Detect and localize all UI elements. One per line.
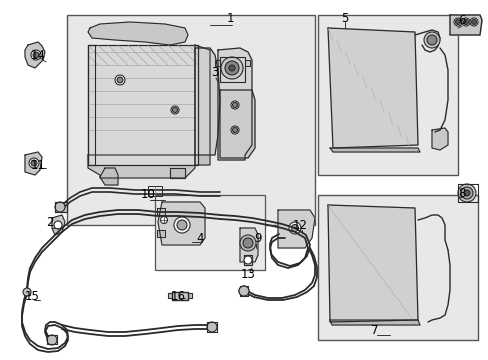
Polygon shape: [157, 230, 164, 237]
Circle shape: [230, 126, 239, 134]
Text: 2: 2: [46, 216, 54, 229]
Circle shape: [454, 19, 460, 24]
Circle shape: [239, 286, 248, 296]
Bar: [317, 195, 477, 340]
Circle shape: [288, 222, 301, 234]
Text: 7: 7: [370, 324, 378, 337]
Circle shape: [206, 322, 217, 332]
Polygon shape: [195, 45, 209, 165]
Polygon shape: [25, 152, 42, 175]
Polygon shape: [329, 320, 419, 325]
Circle shape: [453, 18, 461, 26]
Text: 4: 4: [196, 231, 203, 244]
Polygon shape: [157, 208, 164, 215]
Circle shape: [423, 32, 439, 48]
Circle shape: [177, 220, 186, 230]
Polygon shape: [88, 22, 187, 45]
Polygon shape: [25, 42, 45, 68]
Polygon shape: [55, 202, 67, 212]
Circle shape: [426, 35, 436, 45]
Polygon shape: [278, 210, 314, 248]
Circle shape: [31, 50, 41, 60]
Text: 13: 13: [240, 269, 255, 282]
Circle shape: [240, 235, 256, 251]
Circle shape: [461, 18, 469, 26]
Polygon shape: [172, 292, 187, 300]
Text: 3: 3: [211, 66, 218, 78]
Circle shape: [23, 288, 31, 296]
Polygon shape: [218, 48, 251, 160]
Text: 8: 8: [457, 186, 465, 199]
Bar: [88, 45, 198, 165]
Polygon shape: [431, 128, 447, 150]
Polygon shape: [215, 60, 220, 66]
Circle shape: [47, 335, 57, 345]
Circle shape: [160, 216, 167, 224]
Polygon shape: [88, 45, 95, 165]
Polygon shape: [170, 168, 184, 178]
Polygon shape: [195, 48, 220, 155]
Circle shape: [171, 106, 179, 114]
Text: 10: 10: [140, 188, 155, 201]
Text: 9: 9: [254, 231, 261, 244]
Bar: [67, 15, 314, 225]
Text: 5: 5: [341, 12, 348, 24]
Circle shape: [115, 75, 125, 85]
Polygon shape: [24, 290, 30, 295]
Text: 11: 11: [30, 158, 45, 171]
Circle shape: [239, 286, 248, 296]
Circle shape: [463, 190, 469, 196]
Polygon shape: [244, 60, 249, 66]
Circle shape: [232, 103, 237, 108]
Polygon shape: [449, 15, 481, 35]
Circle shape: [228, 65, 235, 71]
Circle shape: [54, 221, 62, 229]
Circle shape: [457, 184, 475, 202]
Circle shape: [224, 61, 239, 75]
Circle shape: [172, 108, 177, 112]
Bar: [155, 195, 264, 270]
Circle shape: [463, 19, 468, 24]
Text: 15: 15: [24, 289, 40, 302]
Circle shape: [232, 127, 237, 132]
Bar: [317, 15, 457, 175]
Text: 16: 16: [170, 289, 185, 302]
Polygon shape: [329, 148, 419, 152]
Polygon shape: [158, 202, 204, 245]
Polygon shape: [88, 155, 195, 178]
Circle shape: [117, 77, 123, 83]
Polygon shape: [52, 215, 65, 235]
Polygon shape: [187, 293, 192, 298]
Circle shape: [291, 225, 298, 231]
Text: 6: 6: [457, 14, 465, 27]
Polygon shape: [244, 255, 251, 265]
Circle shape: [244, 256, 251, 264]
Circle shape: [174, 217, 190, 233]
Circle shape: [29, 158, 39, 168]
Polygon shape: [327, 28, 417, 148]
Circle shape: [470, 19, 475, 24]
Circle shape: [460, 187, 472, 199]
Circle shape: [469, 18, 477, 26]
Circle shape: [33, 52, 39, 58]
Text: 14: 14: [30, 49, 45, 62]
Polygon shape: [240, 228, 258, 262]
Circle shape: [243, 238, 252, 248]
Polygon shape: [327, 205, 417, 322]
Polygon shape: [100, 168, 118, 185]
Circle shape: [55, 202, 65, 212]
Circle shape: [221, 57, 243, 79]
Text: 1: 1: [226, 12, 233, 24]
Polygon shape: [168, 293, 172, 298]
Circle shape: [31, 160, 37, 166]
Text: 12: 12: [292, 219, 307, 231]
Polygon shape: [220, 90, 254, 158]
Circle shape: [230, 101, 239, 109]
